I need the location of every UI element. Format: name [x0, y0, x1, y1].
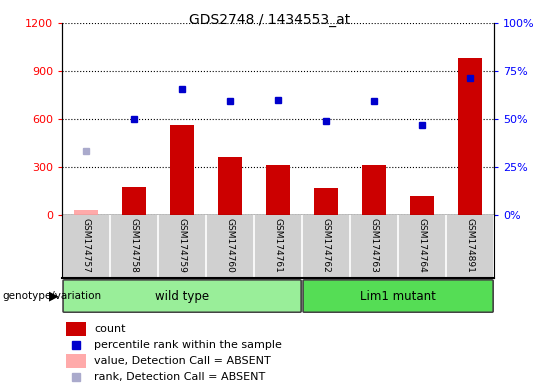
Text: GSM174763: GSM174763 — [369, 218, 379, 273]
Bar — [122, 187, 146, 215]
Text: GSM174760: GSM174760 — [226, 218, 234, 273]
Text: rank, Detection Call = ABSENT: rank, Detection Call = ABSENT — [94, 372, 266, 382]
Bar — [458, 58, 482, 215]
Text: genotype/variation: genotype/variation — [3, 291, 102, 301]
Text: percentile rank within the sample: percentile rank within the sample — [94, 340, 282, 350]
Text: ▶: ▶ — [49, 290, 58, 303]
Text: GSM174764: GSM174764 — [417, 218, 427, 273]
Text: GSM174891: GSM174891 — [465, 218, 475, 273]
Bar — [74, 210, 98, 215]
Bar — [170, 126, 194, 215]
FancyBboxPatch shape — [63, 280, 301, 312]
Bar — [410, 196, 434, 215]
Bar — [362, 166, 386, 215]
Text: count: count — [94, 324, 126, 334]
Text: Lim1 mutant: Lim1 mutant — [360, 290, 436, 303]
Text: GSM174761: GSM174761 — [274, 218, 282, 273]
Text: GSM174757: GSM174757 — [82, 218, 91, 273]
Text: wild type: wild type — [155, 290, 209, 303]
Text: GSM174759: GSM174759 — [178, 218, 187, 273]
Text: GSM174758: GSM174758 — [130, 218, 139, 273]
Bar — [66, 354, 86, 368]
Bar — [218, 157, 242, 215]
Bar — [266, 166, 290, 215]
Bar — [66, 322, 86, 336]
Text: value, Detection Call = ABSENT: value, Detection Call = ABSENT — [94, 356, 271, 366]
Bar — [314, 188, 338, 215]
Text: GDS2748 / 1434553_at: GDS2748 / 1434553_at — [190, 13, 350, 27]
FancyBboxPatch shape — [303, 280, 493, 312]
Text: GSM174762: GSM174762 — [322, 218, 330, 273]
